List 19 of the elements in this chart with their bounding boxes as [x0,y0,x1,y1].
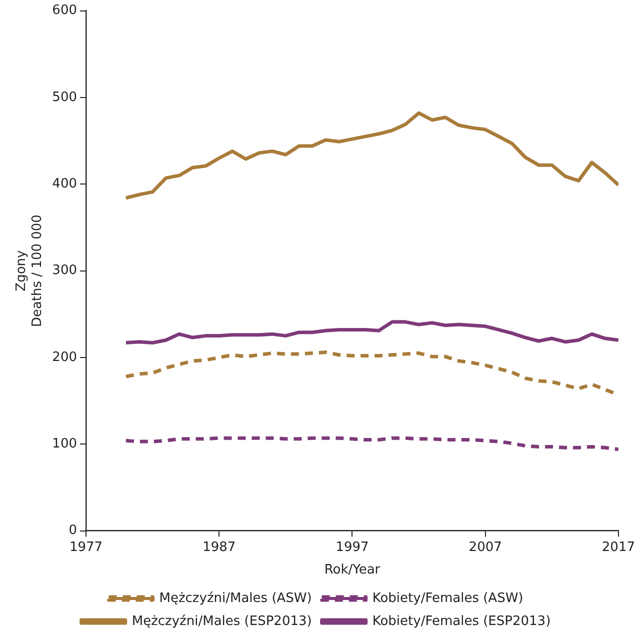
x-tick-label: 2017 [602,540,636,555]
legend-label: Kobiety/Females (ESP2013) [372,614,551,629]
y-tick-label: 500 [52,90,78,105]
y-tick-label: 0 [68,523,78,538]
x-axis-title: Rok/Year [324,562,381,578]
y-axis-title: Zgony Deaths / 100 000 [14,214,45,328]
x-tick-label: 1987 [202,540,236,555]
y-tick-label: 100 [52,436,78,452]
x-tick-label: 1977 [69,540,103,555]
legend-label: Mężczyźni/Males (ASW) [159,590,312,606]
y-tick-label: 400 [52,176,78,192]
y-tick-label: 200 [52,350,78,365]
x-tick-label: 2007 [468,540,502,555]
y-tick-label: 300 [52,263,78,278]
line-series [124,436,618,452]
y-tick-label: 600 [52,3,78,18]
legend-label: Kobiety/Females (ASW) [372,590,524,606]
x-tick-label: 1997 [336,540,369,555]
legend-label: Mężczyźni/Males (ESP2013) [132,614,312,629]
